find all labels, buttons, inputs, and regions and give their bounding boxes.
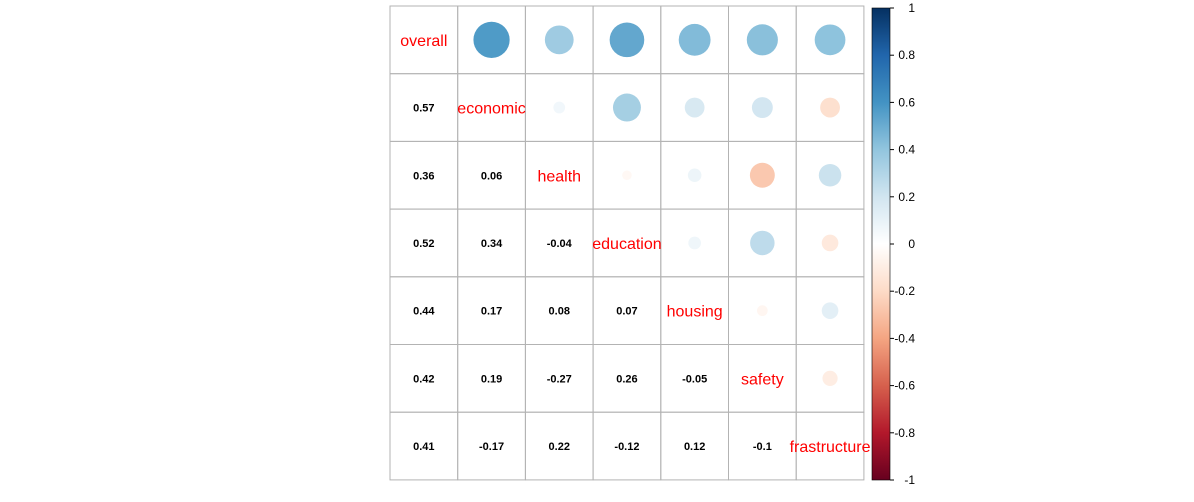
corr-circle-education-frastructure [821, 234, 839, 252]
corr-circle-housing-frastructure [821, 302, 839, 319]
corr-circle-education-safety [750, 230, 775, 256]
corr-value-safety-economic: 0.19 [481, 373, 502, 385]
corr-value-safety-education: 0.26 [616, 373, 637, 385]
colorbar-tick-label: 0.2 [898, 190, 915, 204]
corr-circle-health-housing [687, 168, 702, 183]
corr-circle-overall-health [544, 25, 574, 55]
corr-circle-education-housing [688, 236, 702, 250]
corr-value-health-economic: 0.06 [481, 170, 502, 182]
matrix-marks: overall 0.57 economic 0.36 0.06 health 0.52 0.3… [400, 21, 871, 456]
diagonal-label-safety: safety [741, 371, 784, 388]
diagonal-label-education: education [592, 236, 661, 253]
matrix-grid [389, 5, 865, 481]
corr-circle-overall-safety [746, 24, 778, 56]
colorbar-gradient [871, 7, 891, 481]
corr-circle-overall-housing [678, 23, 711, 56]
corr-value-frastructure-housing: 0.12 [684, 441, 705, 453]
diagonal-label-economic: economic [457, 101, 525, 118]
colorbar-tick-label: -1 [904, 473, 915, 487]
corr-value-housing-health: 0.08 [549, 306, 570, 318]
diagonal-label-housing: housing [667, 304, 723, 321]
corr-value-safety-health: -0.27 [547, 373, 572, 385]
corr-circle-overall-economic [473, 21, 510, 58]
corr-value-health-overall: 0.36 [413, 170, 434, 182]
corr-value-education-economic: 0.34 [481, 238, 503, 250]
corr-value-frastructure-economic: -0.17 [479, 441, 504, 453]
corr-value-housing-overall: 0.44 [413, 306, 435, 318]
corr-circle-overall-frastructure [814, 24, 846, 56]
corr-value-frastructure-overall: 0.41 [413, 441, 434, 453]
diagonal-label-overall: overall [400, 33, 447, 50]
corr-value-housing-education: 0.07 [616, 306, 637, 318]
corr-circle-health-safety [749, 162, 775, 188]
colorbar-tick-label: 0.6 [898, 95, 915, 109]
corr-value-education-health: -0.04 [547, 238, 573, 250]
corr-circle-economic-housing [684, 97, 705, 118]
corr-value-frastructure-safety: -0.1 [753, 441, 772, 453]
colorbar-tick-label: -0.4 [894, 331, 915, 345]
corr-value-frastructure-health: 0.22 [549, 441, 570, 453]
corr-circle-health-education [622, 170, 632, 181]
corr-circle-economic-education [612, 93, 641, 122]
corr-circle-safety-frastructure [822, 370, 838, 386]
colorbar: 1 0.8 0.6 0.4 0.2 0 -0.2 -0.4 -0.6 -0.8 -1 [871, 1, 915, 487]
corr-circle-overall-education [609, 22, 645, 58]
corr-value-frastructure-education: -0.12 [614, 441, 639, 453]
colorbar-tick-label: 0.4 [898, 143, 915, 157]
cell-frastructure-frastructure [795, 411, 865, 481]
colorbar-tick-label: -0.8 [894, 426, 915, 440]
colorbar-tick-label: -0.2 [894, 284, 915, 298]
diagonal-label-health: health [537, 168, 581, 185]
corr-circle-economic-frastructure [820, 97, 840, 118]
corr-value-safety-overall: 0.42 [413, 373, 434, 385]
diagonal-label-frastructure: frastructure [790, 439, 871, 456]
corr-circle-economic-safety [751, 97, 773, 119]
corr-circle-housing-safety [756, 305, 768, 317]
colorbar-tick-label: 0.8 [898, 48, 915, 62]
corr-value-housing-economic: 0.17 [481, 306, 502, 318]
corr-value-education-overall: 0.52 [413, 238, 434, 250]
corr-circle-health-frastructure [818, 163, 842, 187]
corr-circle-economic-health [553, 101, 566, 114]
corr-value-economic-overall: 0.57 [413, 103, 434, 115]
colorbar-tick-label: 1 [908, 1, 915, 15]
colorbar-tick-label: -0.6 [894, 379, 915, 393]
colorbar-tick-label: 0 [908, 237, 915, 251]
corr-value-safety-housing: -0.05 [682, 373, 707, 385]
